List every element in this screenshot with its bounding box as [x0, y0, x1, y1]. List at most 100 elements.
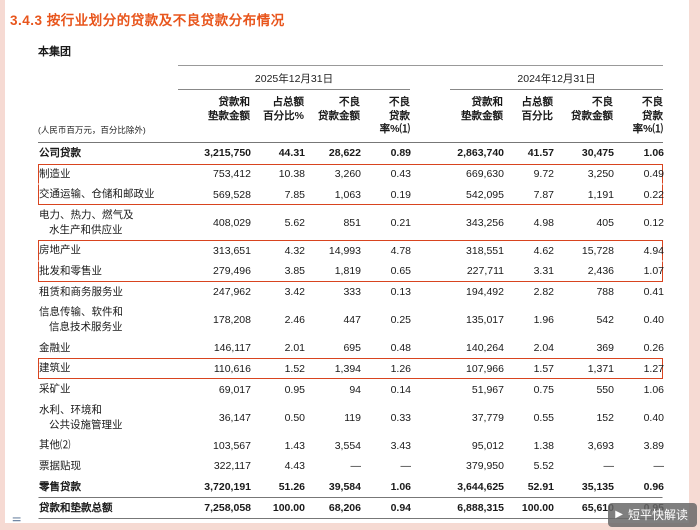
cell-value: —	[400, 460, 412, 473]
cell-value: 0.65	[390, 265, 411, 278]
row-label: 采矿业	[39, 383, 71, 396]
cell-value: 110,616	[213, 362, 251, 375]
cell-value: 788	[596, 286, 614, 299]
cell-value: 669,630	[466, 167, 504, 180]
cell-value: 119	[344, 411, 361, 424]
table-row: 建筑业 110,616 1.52 1,394 1.26 107,966 1.57 1,371 1…	[38, 358, 664, 380]
unit-note: (人民币百万元，百分比除外)	[38, 124, 146, 135]
cell-value: 41.57	[527, 147, 554, 160]
row-label: 批发和零售业	[39, 265, 102, 278]
table-row: 金融业 146,117 2.01 695 0.48 140,264 2.04 369 0.26	[38, 338, 664, 359]
cell-value: 9.72	[533, 167, 554, 180]
watermark-text: 短平快解读	[627, 508, 688, 522]
cell-value: 140,264	[466, 342, 504, 355]
row-label: 制造业	[39, 167, 71, 180]
cell-value: 107,966	[466, 362, 504, 375]
table-row: 零售贷款 3,720,191 51.26 39,584 1.06 3,644,625 52.…	[38, 477, 664, 498]
cell-value: 4.78	[390, 244, 411, 257]
column-header: 占总额 百分比	[521, 96, 554, 122]
column-header: 不良 贷款率%⑴	[379, 96, 410, 136]
cell-value: 14,993	[328, 244, 361, 257]
column-header: 贷款和 垫款金额	[208, 96, 250, 122]
cell-value: 318,551	[466, 244, 504, 257]
period-header-row: 2025年12月31日 2024年12月31日	[38, 65, 663, 90]
cell-value: 94	[349, 383, 361, 396]
cell-value: 44.31	[278, 147, 305, 160]
cell-value: 51,967	[471, 383, 504, 396]
cell-value: 3,260	[334, 167, 361, 180]
cell-value: 3.85	[284, 265, 305, 278]
cell-value: 4.62	[533, 244, 554, 257]
cell-value: 65,610	[581, 502, 614, 515]
cell-value: 7.85	[284, 188, 305, 201]
cell-value: 0.89	[390, 147, 411, 160]
menu-icon[interactable]: ≡	[12, 513, 22, 524]
table-row: 房地产业 313,651 4.32 14,993 4.78 318,551 4.62 15,7…	[38, 240, 664, 262]
cell-value: 4.32	[284, 244, 305, 257]
cell-value: 2.04	[533, 342, 554, 355]
row-label: 房地产业	[39, 244, 81, 257]
cell-value: 0.95	[284, 383, 305, 396]
cell-value: 1,371	[587, 362, 614, 375]
cell-value: 178,208	[213, 314, 251, 327]
cell-value: 10.38	[278, 167, 305, 180]
cell-value: 36,147	[218, 411, 251, 424]
column-header: 不良 贷款金额	[318, 96, 360, 122]
cell-value: 1.57	[533, 362, 554, 375]
cell-value: 4.98	[533, 216, 554, 229]
cell-value: 550	[596, 383, 614, 396]
cell-value: 0.50	[284, 411, 305, 424]
cell-value: 1.38	[533, 439, 554, 452]
column-header: 贷款和 垫款金额	[461, 96, 503, 122]
cell-value: 15,728	[581, 244, 614, 257]
cell-value: 6,888,315	[457, 502, 504, 515]
period-2024-header: 2024年12月31日	[450, 67, 663, 90]
table-row: 贷款和垫款总额 7,258,058 100.00 68,206 0.94 6,888,31…	[38, 497, 664, 520]
cell-value: 3,720,191	[204, 480, 251, 493]
cell-value: 95,012	[471, 439, 504, 452]
cell-value: 5.52	[533, 460, 554, 473]
cell-value: 1.27	[643, 362, 664, 375]
column-header: 占总额 百分比%	[263, 96, 304, 122]
cell-value: 52.91	[527, 480, 554, 493]
row-label: 交通运输、仓储和邮政业	[39, 188, 155, 201]
cell-value: 1.43	[284, 439, 305, 452]
cell-value: 69,017	[218, 383, 251, 396]
row-label: 公司贷款	[39, 146, 81, 159]
row-label: 建筑业	[39, 362, 71, 375]
period-2025-header: 2025年12月31日	[178, 67, 410, 90]
cell-value: 1.06	[643, 147, 664, 160]
cell-value: 0.12	[643, 216, 664, 229]
cell-value: 4.94	[643, 244, 664, 257]
cell-value: 68,206	[328, 502, 361, 515]
table-row: 信息传输、软件和 信息技术服务业 178,208 2.46 447 0.25 135,017…	[38, 302, 664, 337]
row-label: 租赁和商务服务业	[39, 285, 123, 298]
cell-value: 0.13	[390, 286, 411, 299]
cell-value: 51.26	[278, 480, 305, 493]
cell-value: 0.19	[390, 188, 411, 201]
table-row: 交通运输、仓储和邮政业 569,528 7.85 1,063 0.19 542,095 7.…	[38, 184, 664, 205]
cell-value: 0.22	[643, 188, 664, 201]
cell-value: 100.00	[272, 502, 305, 515]
cell-value: 3,693	[587, 439, 614, 452]
watermark-icon: ▶	[615, 508, 623, 520]
cell-value: 227,711	[466, 265, 504, 278]
cell-value: —	[603, 460, 615, 473]
cell-value: 0.48	[390, 342, 411, 355]
cell-value: 1,394	[334, 362, 361, 375]
cell-value: 28,622	[328, 147, 361, 160]
cell-value: 3,644,625	[457, 480, 504, 493]
cell-value: 0.40	[643, 411, 664, 424]
cell-value: 3.31	[533, 265, 554, 278]
table-row: 水利、环境和 公共设施管理业 36,147 0.50 119 0.33 37,779 0.55…	[38, 400, 664, 435]
cell-value: 0.25	[390, 314, 411, 327]
cell-value: 542	[596, 314, 614, 327]
cell-value: 35,135	[581, 480, 614, 493]
cell-value: 343,256	[466, 216, 504, 229]
cell-value: —	[653, 460, 665, 473]
table-body: 公司贷款 3,215,750 44.31 28,622 0.89 2,863,740 41.…	[38, 143, 665, 520]
cell-value: 1.26	[390, 362, 411, 375]
cell-value: 146,117	[213, 342, 251, 355]
cell-value: 37,779	[471, 411, 504, 424]
cell-value: 0.21	[390, 216, 411, 229]
